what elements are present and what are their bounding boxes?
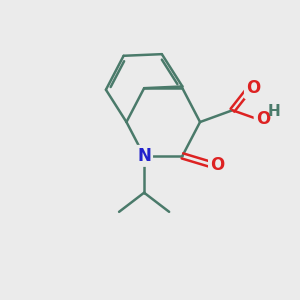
Text: O: O <box>210 156 224 174</box>
Text: N: N <box>137 147 151 165</box>
Text: O: O <box>246 79 260 97</box>
Text: O: O <box>256 110 270 128</box>
Text: H: H <box>267 104 280 119</box>
